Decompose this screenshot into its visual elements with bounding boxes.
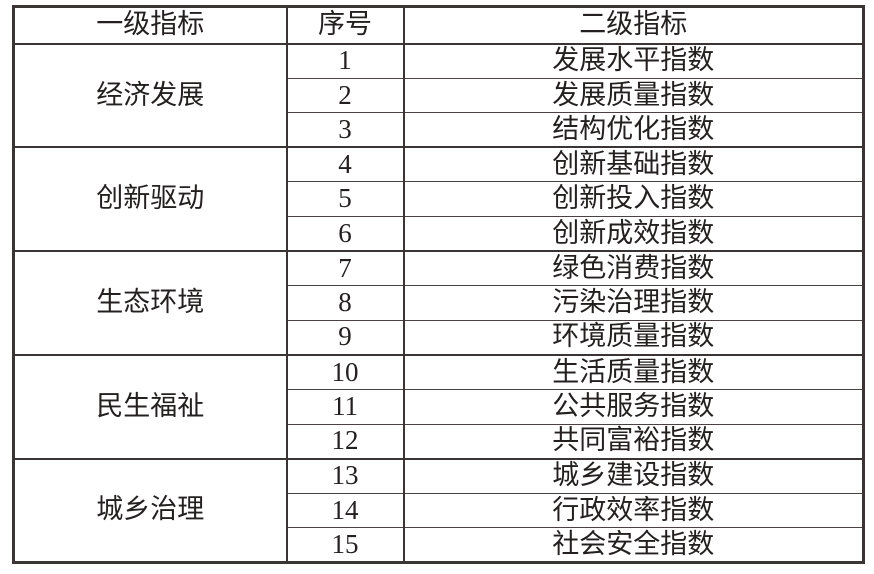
table-row: 创新驱动 4 创新基础指数 <box>12 146 865 253</box>
primary-indicator-cell: 生态环境 <box>12 250 288 356</box>
group-livelihood-welfare: 民生福祉 10 生活质量指数 11 公共服务指数 12 共同富裕指数 <box>12 353 865 460</box>
secondary-indicator-cell: 发展水平指数 <box>402 42 865 79</box>
primary-indicator-cell: 民生福祉 <box>12 353 288 460</box>
primary-indicator-cell: 创新驱动 <box>12 146 288 253</box>
table-row: 11 公共服务指数 <box>14 388 865 425</box>
indicator-table: 一级指标 序号 二级指标 经济发展 1 发展水平指数 2 发展质量指数 3 结构… <box>12 5 865 564</box>
serial-number-cell: 1 <box>285 42 405 79</box>
serial-number-cell: 7 <box>285 250 405 287</box>
table-row: 12 共同富裕指数 <box>14 423 865 460</box>
header-row: 一级指标 序号 二级指标 <box>12 6 865 45</box>
header-secondary-indicator: 二级指标 <box>402 6 865 45</box>
group-innovation-driven: 创新驱动 4 创新基础指数 5 创新投入指数 6 创新成效指数 <box>12 146 865 253</box>
table-row: 城乡治理 13 城乡建设指数 <box>12 457 865 564</box>
table-row: 6 创新成效指数 <box>14 215 865 253</box>
secondary-indicator-cell: 结构优化指数 <box>402 112 865 149</box>
serial-number-cell: 2 <box>285 77 405 114</box>
group-urban-rural-governance: 城乡治理 13 城乡建设指数 14 行政效率指数 15 社会安全指数 <box>12 457 865 564</box>
serial-number-cell: 13 <box>285 457 405 494</box>
serial-number-cell: 12 <box>285 423 405 460</box>
secondary-indicator-cell: 公共服务指数 <box>402 388 865 425</box>
table-row: 民生福祉 10 生活质量指数 <box>12 353 865 460</box>
header-primary-indicator: 一级指标 <box>12 6 288 45</box>
primary-indicator-cell: 经济发展 <box>12 42 288 149</box>
group-economic-development: 经济发展 1 发展水平指数 2 发展质量指数 3 结构优化指数 <box>12 42 865 149</box>
secondary-indicator-cell: 环境质量指数 <box>402 319 865 356</box>
serial-number-cell: 14 <box>285 492 405 529</box>
secondary-indicator-cell: 行政效率指数 <box>402 492 865 529</box>
serial-number-cell: 15 <box>285 527 405 564</box>
serial-number-cell: 3 <box>285 112 405 149</box>
table-row: 15 社会安全指数 <box>14 527 865 564</box>
serial-number-cell: 10 <box>285 353 405 390</box>
table-row: 14 行政效率指数 <box>14 492 865 529</box>
secondary-indicator-cell: 社会安全指数 <box>402 527 865 564</box>
secondary-indicator-cell: 共同富裕指数 <box>402 423 865 460</box>
table-row: 2 发展质量指数 <box>14 77 865 114</box>
secondary-indicator-cell: 生活质量指数 <box>402 353 865 390</box>
table-row: 经济发展 1 发展水平指数 <box>12 42 865 149</box>
secondary-indicator-cell: 发展质量指数 <box>402 77 865 114</box>
secondary-indicator-cell: 创新投入指数 <box>402 181 865 217</box>
serial-number-cell: 8 <box>285 285 405 321</box>
document-page: 一级指标 序号 二级指标 经济发展 1 发展水平指数 2 发展质量指数 3 结构… <box>12 5 865 564</box>
secondary-indicator-cell: 绿色消费指数 <box>402 250 865 287</box>
serial-number-cell: 11 <box>285 388 405 425</box>
serial-number-cell: 6 <box>285 215 405 253</box>
secondary-indicator-cell: 创新基础指数 <box>402 146 865 183</box>
table-row: 9 环境质量指数 <box>14 319 865 356</box>
primary-indicator-cell: 城乡治理 <box>12 457 288 564</box>
table-row: 3 结构优化指数 <box>14 112 865 149</box>
table-row: 生态环境 7 绿色消费指数 <box>12 250 865 356</box>
secondary-indicator-cell: 创新成效指数 <box>402 215 865 253</box>
serial-number-cell: 4 <box>285 146 405 183</box>
group-ecological-environment: 生态环境 7 绿色消费指数 8 污染治理指数 9 环境质量指数 <box>12 250 865 356</box>
header-serial-number: 序号 <box>285 6 405 45</box>
serial-number-cell: 9 <box>285 319 405 356</box>
secondary-indicator-cell: 城乡建设指数 <box>402 457 865 494</box>
secondary-indicator-cell: 污染治理指数 <box>402 285 865 321</box>
serial-number-cell: 5 <box>285 181 405 217</box>
